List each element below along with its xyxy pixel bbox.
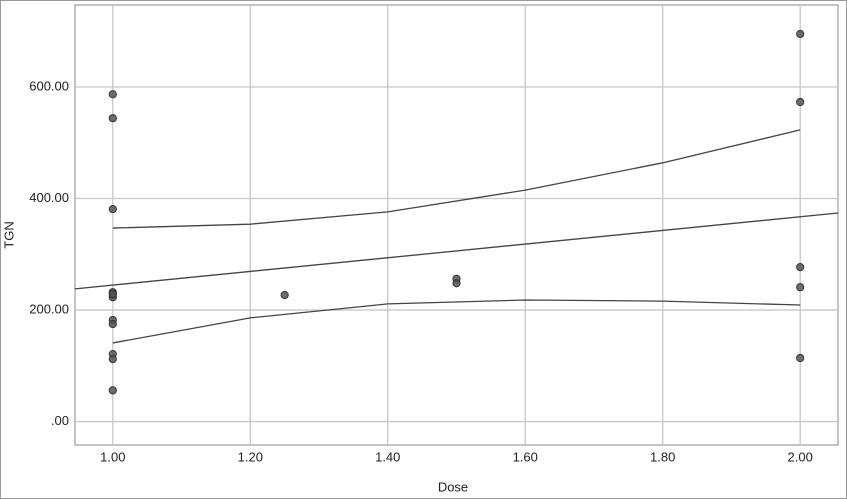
point (452, 279, 461, 288)
x-axis-label: Dose (438, 479, 468, 494)
point (108, 386, 117, 395)
point (108, 90, 117, 99)
fit-line (112, 129, 801, 229)
point (796, 353, 805, 363)
y-tick-label: 400.00 (29, 190, 69, 205)
x-tick-label: 1.20 (238, 449, 263, 464)
x-tick-label: 1.80 (650, 449, 675, 464)
y-tick-label: 200.00 (29, 301, 69, 316)
point (280, 290, 289, 300)
x-tick-label: 1.40 (375, 449, 400, 464)
point (796, 283, 805, 292)
point (796, 263, 805, 272)
plot-area (74, 4, 839, 446)
fit-line (112, 299, 801, 344)
y-axis-label: TGN (1, 221, 16, 248)
point (108, 355, 117, 364)
point (108, 289, 117, 298)
point (108, 319, 117, 329)
point (108, 205, 117, 214)
fit-line (74, 212, 839, 290)
x-tick-label: 2.00 (788, 449, 813, 464)
point (796, 97, 805, 107)
y-tick-label: 600.00 (29, 78, 69, 93)
point (796, 29, 805, 39)
y-tick-label: .00 (51, 413, 69, 428)
x-tick-label: 1.00 (100, 449, 125, 464)
x-tick-label: 1.60 (513, 449, 538, 464)
point (108, 114, 117, 123)
